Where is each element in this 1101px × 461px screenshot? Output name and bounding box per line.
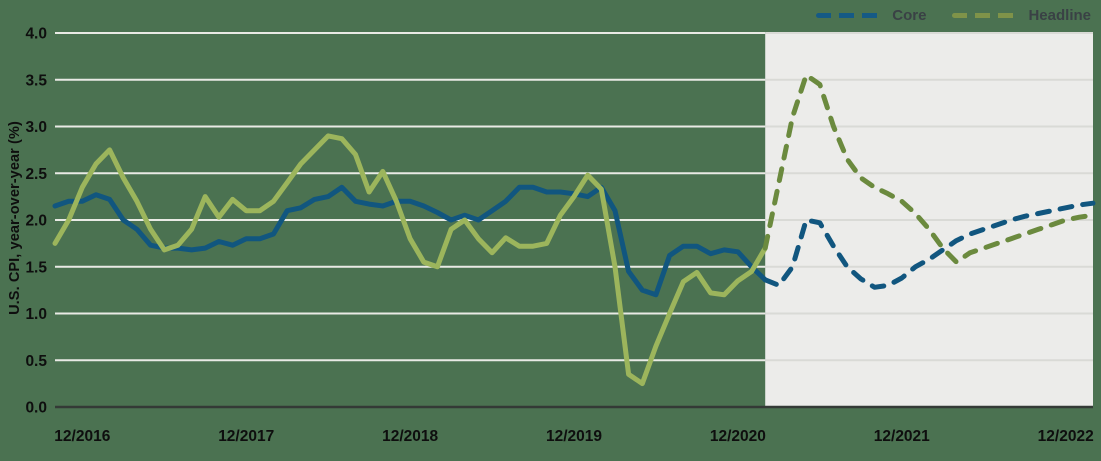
x-tick-label: 12/2017 [218, 428, 274, 445]
legend: Core Headline [816, 7, 1091, 24]
x-tick-label: 12/2021 [874, 428, 930, 445]
series-headline-forecast-line [762, 72, 1096, 265]
x-tick-label: 12/2018 [382, 428, 438, 445]
legend-label-headline: Headline [1028, 7, 1091, 24]
headline-dashed-line-swatch [952, 13, 1019, 18]
legend-item-core: Core [816, 7, 926, 24]
legend-label-core: Core [892, 7, 927, 24]
y-tick-label: 0.0 [25, 400, 47, 417]
y-tick-label: 4.0 [25, 26, 47, 43]
y-tick-label: 1.0 [25, 306, 47, 323]
y-tick-label: 1.5 [25, 259, 47, 276]
x-tick-label: 12/2020 [710, 428, 766, 445]
core-dashed-line-swatch [816, 13, 883, 18]
y-tick-label: 0.5 [25, 353, 47, 370]
y-tick-label: 3.5 [25, 72, 47, 89]
series-headline-historical-line [52, 133, 768, 387]
x-tick-label: 12/2016 [54, 428, 110, 445]
y-tick-label: 3.0 [25, 119, 47, 136]
x-tick-label: 12/2019 [546, 428, 602, 445]
legend-item-headline: Headline [952, 7, 1091, 24]
x-tick-label: 12/2022 [1038, 428, 1094, 445]
y-tick-label: 2.5 [25, 166, 47, 183]
series-core-forecast-line [762, 200, 1096, 290]
y-tick-label: 2.0 [25, 213, 47, 230]
